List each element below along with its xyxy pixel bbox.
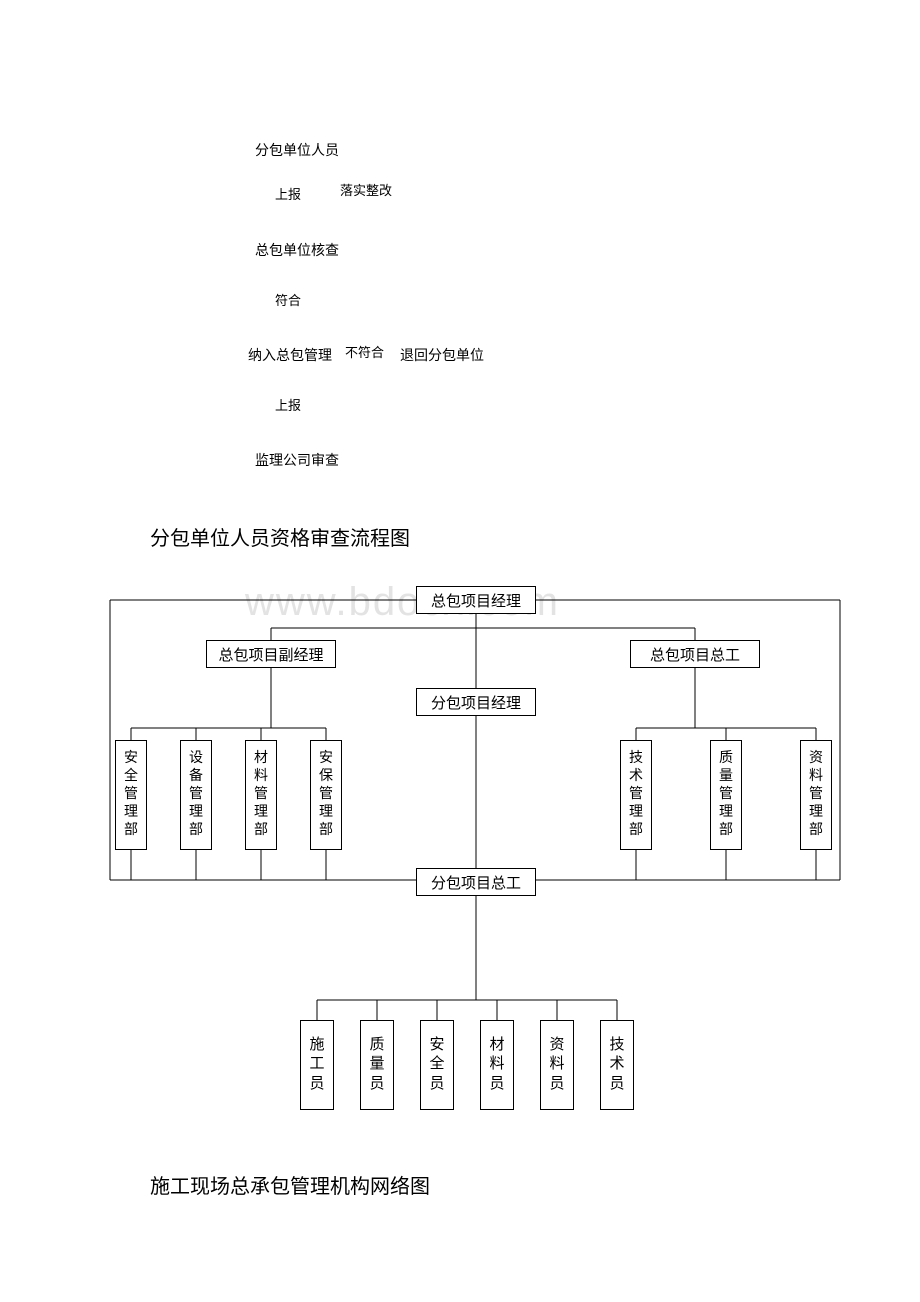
org-dept-safety: 安全管理部 — [115, 740, 147, 850]
org-dept-equipment: 设备管理部 — [180, 740, 212, 850]
org-dept-material: 材料管理部 — [245, 740, 277, 850]
org-staff-construction: 施工员 — [300, 1020, 334, 1110]
org-staff-material: 材料员 — [480, 1020, 514, 1110]
org-deputy: 总包项目副经理 — [206, 640, 336, 668]
org-dept-tech: 技术管理部 — [620, 740, 652, 850]
org-staff-safety: 安全员 — [420, 1020, 454, 1110]
org-dept-data: 资料管理部 — [800, 740, 832, 850]
org-sub-pm: 分包项目经理 — [416, 688, 536, 716]
org-staff-tech: 技术员 — [600, 1020, 634, 1110]
org-sub-chief: 分包项目总工 — [416, 868, 536, 896]
org-chief: 总包项目总工 — [630, 640, 760, 668]
org-staff-data: 资料员 — [540, 1020, 574, 1110]
org-top: 总包项目经理 — [416, 586, 536, 614]
org-staff-quality: 质量员 — [360, 1020, 394, 1110]
org-lines — [0, 0, 920, 1302]
org-dept-quality: 质量管理部 — [710, 740, 742, 850]
org-dept-security: 安保管理部 — [310, 740, 342, 850]
